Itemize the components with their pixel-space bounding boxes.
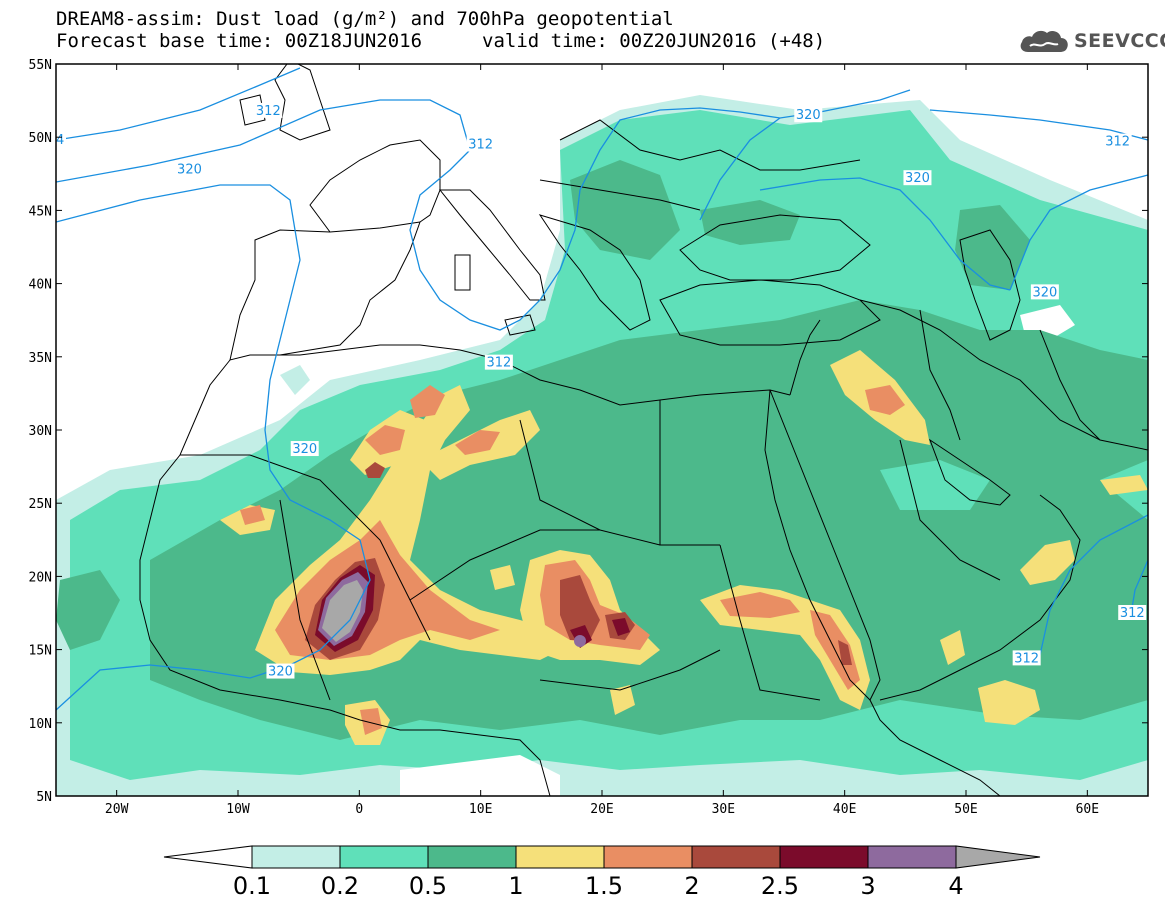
lon-tick-label: 30E <box>712 802 735 817</box>
colorbar-segment <box>515 845 605 869</box>
contour-label-background <box>56 132 66 148</box>
contour-label-background <box>794 107 823 123</box>
contour-label: 320 <box>268 665 293 680</box>
lat-tick-label: 30N <box>29 424 52 439</box>
colorbar-segment <box>251 845 341 869</box>
lon-tick-label: 60E <box>1076 802 1099 817</box>
logo-text: SEEVCCC <box>1074 30 1165 52</box>
contour-label: 320 <box>177 162 202 177</box>
contour-label-background <box>1118 605 1147 620</box>
lat-tick-label: 5N <box>36 790 52 805</box>
contour-label: 312 <box>1014 651 1039 666</box>
lat-tick-label: 40N <box>29 278 52 293</box>
lon-tick-label: 20E <box>590 802 613 817</box>
colorbar-segment <box>779 845 869 869</box>
lat-tick-label: 20N <box>29 570 52 585</box>
contour-label-background <box>254 102 283 118</box>
contour-label-background <box>266 663 295 679</box>
colorbar-label: 3 <box>860 872 875 900</box>
colorbar-label: 4 <box>948 872 963 900</box>
contour-label-background <box>175 161 204 177</box>
coastlines-borders <box>139 64 1148 796</box>
colorbar-right-arrow <box>955 845 1041 869</box>
contour-label-background <box>1012 650 1041 666</box>
lon-tick-label: 10W <box>226 802 250 817</box>
valid-time: valid time: 00Z20JUN2016 (+48) <box>482 30 826 52</box>
contour-label: 320 <box>292 442 317 457</box>
lat-tick-label: 25N <box>29 497 52 512</box>
colorbar-label: 1 <box>508 872 523 900</box>
lon-tick-label: 40E <box>833 802 856 817</box>
contour-label: 320 <box>1032 285 1057 300</box>
lat-tick-label: 50N <box>29 131 52 146</box>
contour-label-background <box>290 441 319 457</box>
contour-label: 320 <box>905 171 930 186</box>
contour-label-background <box>1103 133 1132 149</box>
contour-label-background <box>484 354 513 370</box>
contour-label: 312 <box>1105 135 1130 150</box>
lon-tick-label: 10E <box>469 802 492 817</box>
lat-tick-label: 45N <box>29 204 52 219</box>
map-title: DREAM8-assim: Dust load (g/m²) and 700hP… <box>56 8 674 30</box>
colorbar-label: 2.5 <box>761 872 799 900</box>
colorbar-label: 0.5 <box>409 872 447 900</box>
lat-tick-label: 10N <box>29 717 52 732</box>
lon-tick-label: 20W <box>105 802 129 817</box>
dust-field: 04 312 320 312 320 312 320 320 312 320 320 312 312 <box>48 64 1148 796</box>
contour-label-background <box>1030 284 1059 300</box>
dust-level-4 <box>322 580 363 642</box>
contour-label: 312 <box>486 356 511 371</box>
seevccc-logo: SEEVCCC <box>1018 24 1165 58</box>
geopotential-contours <box>56 67 1148 711</box>
lat-tick-label: 55N <box>29 58 52 73</box>
colorbar-segment <box>339 845 429 869</box>
colorbar-segment <box>691 845 781 869</box>
colorbar-label: 2 <box>684 872 699 900</box>
forecast-base-time: Forecast base time: 00Z18JUN2016 <box>56 30 423 52</box>
colorbar-left-arrow <box>163 845 253 869</box>
latitude-axis: 55N 50N 45N 40N 35N 30N 25N 20N 15N 10N 5N <box>29 58 1148 805</box>
cloud-icon <box>1020 30 1068 52</box>
colorbar: 0.1 0.2 0.5 1 1.5 2 2.5 3 4 <box>163 845 1041 900</box>
contour-label: 312 <box>1120 606 1145 621</box>
contour-label: 312 <box>256 104 281 119</box>
contour-label: 320 <box>796 108 821 123</box>
colorbar-segment <box>867 845 957 869</box>
colorbar-segment <box>427 845 517 869</box>
longitude-axis: 20W 10W 0 10E 20E 30E 40E 50E 60E <box>105 64 1099 817</box>
contour-label-background <box>466 136 495 152</box>
lon-tick-label: 0 <box>355 802 363 817</box>
contour-label: 312 <box>468 138 493 153</box>
contour-labels: 04 312 320 312 320 312 320 320 312 320 320 312 312 <box>48 102 1147 680</box>
contour-label-background <box>903 170 932 186</box>
lat-tick-label: 15N <box>29 644 52 659</box>
colorbar-label: 0.1 <box>233 872 271 900</box>
lat-tick-label: 35N <box>29 351 52 366</box>
colorbar-label: 1.5 <box>585 872 623 900</box>
contour-label: 04 <box>48 133 65 148</box>
lon-tick-label: 50E <box>954 802 977 817</box>
colorbar-segment <box>603 845 693 869</box>
colorbar-label: 0.2 <box>321 872 359 900</box>
